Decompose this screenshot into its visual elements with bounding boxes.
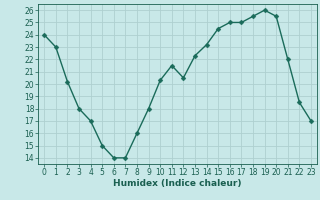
X-axis label: Humidex (Indice chaleur): Humidex (Indice chaleur)	[113, 179, 242, 188]
